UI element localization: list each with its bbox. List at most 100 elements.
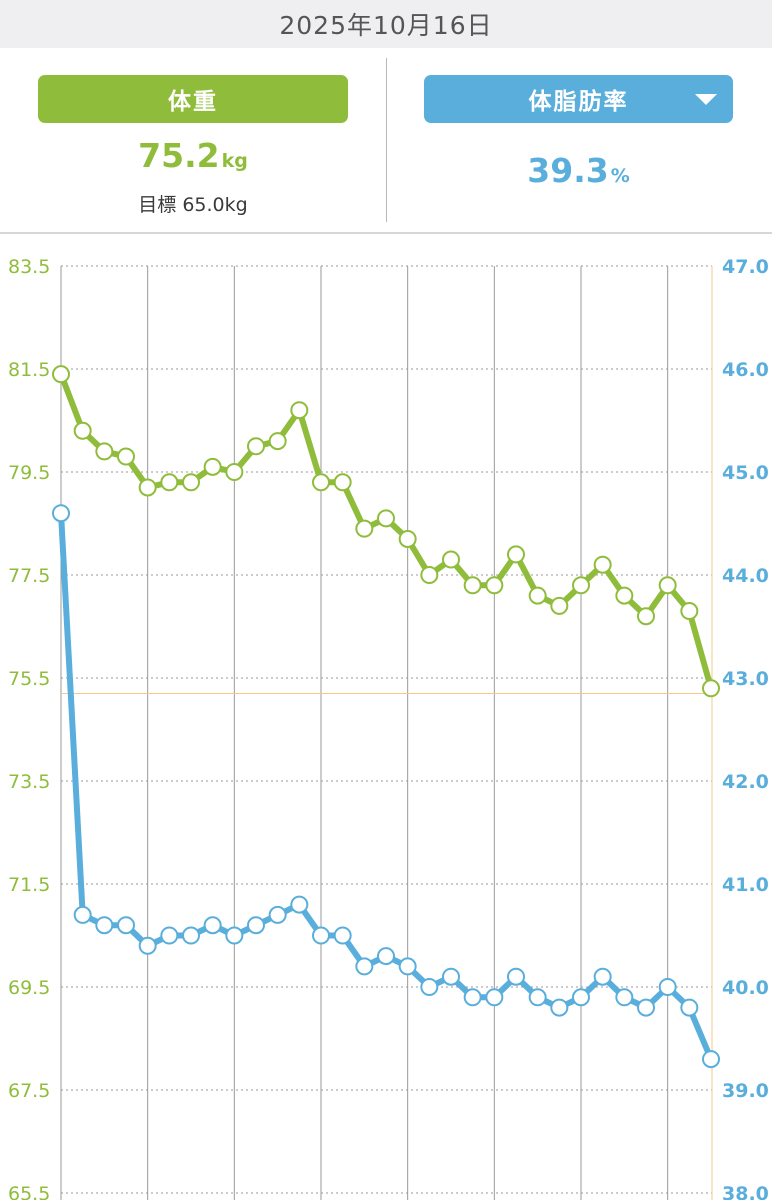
left-axis-tick-label: 75.5: [8, 668, 50, 690]
body-fat-data-point: [442, 967, 460, 986]
left-axis-tick-label: 67.5: [8, 1080, 50, 1102]
weight-data-point: [658, 576, 677, 595]
body-fat-data-point: [398, 957, 417, 976]
body-fat-data-point: [138, 936, 157, 955]
body-fat-data-point: [507, 967, 525, 986]
body-fat-data-point: [572, 988, 590, 1007]
left-axis-tick-label: 73.5: [8, 771, 50, 793]
right-axis-tick-label: 45.0: [722, 462, 769, 484]
weight-data-point: [702, 679, 720, 698]
weight-data-point: [312, 473, 330, 492]
body-fat-data-point: [593, 967, 612, 986]
weight-data-point: [160, 473, 179, 492]
left-axis-tick-label: 71.5: [8, 874, 50, 896]
weight-data-point: [442, 550, 460, 569]
body-fat-data-point: [203, 916, 222, 935]
body-fat-data-point: [333, 926, 352, 945]
weight-label-pill[interactable]: 体重: [38, 75, 348, 123]
weight-data-point: [290, 401, 309, 420]
weight-data-point: [182, 473, 200, 492]
weight-data-point: [138, 478, 157, 497]
weight-label: 体重: [168, 89, 218, 115]
summary-bottom-divider: [0, 232, 772, 234]
right-axis-tick-label: 39.0: [722, 1080, 769, 1102]
body-fat-data-point: [528, 988, 547, 1007]
right-axis-tick-label: 40.0: [722, 977, 769, 999]
weight-data-point: [463, 576, 482, 595]
weight-data-point: [73, 421, 92, 440]
weight-data-point: [117, 447, 135, 466]
weight-data-point: [528, 586, 547, 605]
right-axis-tick-label: 41.0: [722, 874, 769, 896]
goal-value: 65.0kg: [182, 194, 248, 216]
body-fat-data-point: [312, 926, 330, 945]
weight-data-point: [268, 432, 287, 451]
left-axis-tick-label: 77.5: [8, 565, 50, 587]
caret-down-icon: [695, 94, 717, 105]
body-fat-unit: %: [610, 165, 630, 187]
weight-number: 75.2: [138, 136, 220, 175]
body-fat-label: 体脂肪率: [528, 89, 629, 115]
weight-bodyfat-chart[interactable]: 83.5 81.5 79.5 77.5 75.5 73.5 71.5 69.5 67.5 65.5…: [0, 233, 772, 1200]
body-fat-data-point: [463, 988, 482, 1007]
summary-divider: [386, 58, 387, 222]
weight-data-point: [247, 437, 265, 456]
summary-panel: 体重 75.2 kg 目標 65.0kg 体脂肪率 39.3%: [0, 48, 772, 234]
weight-value: 75.2 kg: [38, 136, 348, 175]
body-fat-data-point: [702, 1050, 720, 1069]
body-fat-data-point: [95, 916, 114, 935]
weight-unit: kg: [221, 150, 248, 172]
body-fat-data-point: [225, 926, 244, 945]
body-fat-data-point: [680, 998, 699, 1017]
left-axis-tick-label: 79.5: [8, 462, 50, 484]
left-axis-tick-label: 69.5: [8, 977, 50, 999]
weight-data-point: [550, 596, 569, 615]
body-fat-data-point: [355, 957, 374, 976]
body-fat-dropdown[interactable]: 体脂肪率: [424, 75, 733, 123]
weight-data-point: [225, 463, 244, 481]
body-fat-data-point: [160, 926, 179, 945]
right-axis-tick-label: 47.0: [722, 256, 769, 278]
weight-data-point: [333, 473, 352, 492]
weight-data-point: [485, 576, 504, 595]
body-fat-number: 39.3: [527, 151, 609, 190]
weight-data-point: [355, 519, 374, 538]
date-label: 2025年10月16日: [279, 11, 493, 40]
body-fat-value: 39.3%: [424, 151, 733, 190]
body-fat-data-point: [615, 988, 634, 1007]
left-axis-tick-label: 65.5: [8, 1183, 50, 1200]
goal-label: 目標: [138, 194, 177, 216]
body-fat-data-point: [52, 504, 70, 523]
right-axis-tick-label: 44.0: [722, 565, 769, 587]
right-axis-tick-label: 46.0: [722, 359, 769, 381]
body-fat-data-point: [268, 905, 287, 924]
body-fat-data-point: [182, 926, 200, 945]
body-fat-data-point: [73, 905, 92, 924]
weight-data-point: [52, 365, 70, 384]
weight-series-line: [58, 371, 714, 692]
body-fat-data-point: [420, 978, 439, 996]
weight-data-point: [615, 586, 634, 605]
right-axis-tick-label: 42.0: [722, 771, 769, 793]
body-fat-data-point: [637, 998, 655, 1017]
body-fat-data-point: [290, 895, 309, 914]
weight-data-point: [680, 602, 699, 621]
weight-data-point: [203, 457, 222, 476]
date-header: 2025年10月16日: [0, 0, 772, 48]
body-fat-data-point: [485, 988, 504, 1007]
body-fat-data-point: [658, 978, 677, 996]
body-fat-data-point: [247, 916, 265, 935]
left-axis-tick-label: 83.5: [8, 256, 50, 278]
body-fat-data-point: [550, 998, 569, 1017]
weight-data-point: [377, 509, 395, 528]
weight-data-point: [593, 555, 612, 574]
weight-data-point: [572, 576, 590, 595]
left-axis-tick-label: 81.5: [8, 359, 50, 381]
weight-data-point: [420, 566, 439, 584]
body-fat-series-line: [58, 510, 714, 1063]
body-fat-data-point: [377, 947, 395, 966]
right-axis-tick-label: 38.0: [722, 1183, 769, 1200]
weight-data-point: [637, 607, 655, 626]
right-axis-tick-label: 43.0: [722, 668, 769, 690]
weight-data-point: [507, 545, 525, 564]
